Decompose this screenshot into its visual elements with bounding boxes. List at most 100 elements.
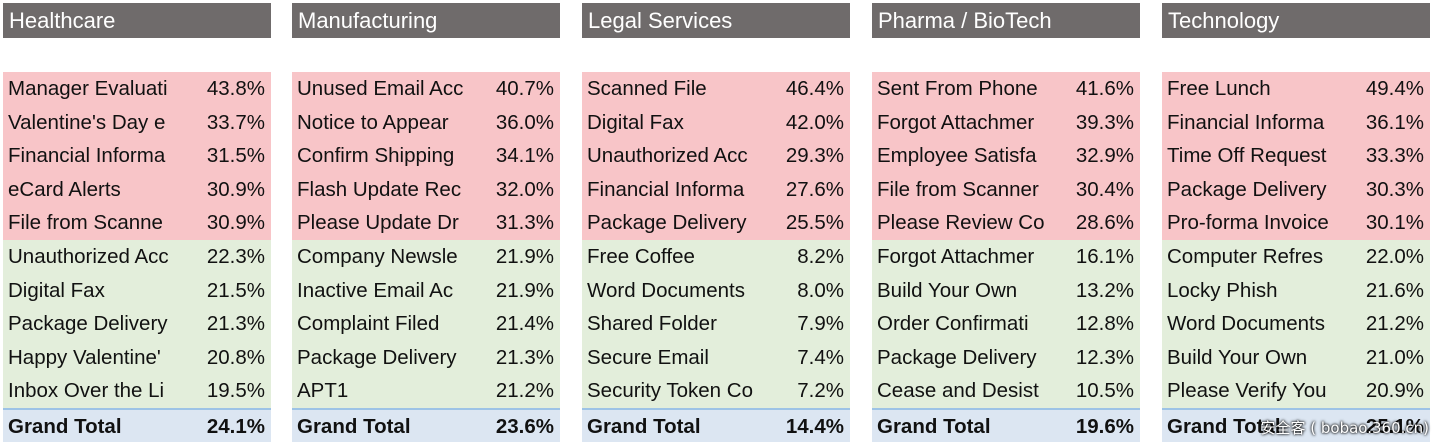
- row-value: 41.6%: [1075, 77, 1134, 100]
- table-row: Financial Informa 27.6%: [582, 172, 850, 207]
- table-row: Build Your Own 21.0%: [1162, 340, 1430, 375]
- table-row: Free Lunch 49.4%: [1162, 72, 1430, 106]
- row-label: Free Lunch: [1167, 77, 1271, 100]
- rows: Sent From Phone 41.6% Forgot Attachmer 39.3…: [872, 72, 1140, 442]
- column-header: Healthcare: [3, 3, 271, 38]
- row-value: 21.6%: [1365, 278, 1424, 302]
- table-row: Financial Informa 31.5%: [3, 139, 271, 173]
- row-value: 43.8%: [206, 77, 265, 100]
- table-row: Forgot Attachmer 39.3%: [872, 105, 1140, 140]
- total-value: 24.1%: [206, 414, 265, 438]
- row-value: 32.9%: [1075, 144, 1134, 168]
- row-label: File from Scanne: [8, 211, 163, 235]
- row-value: 21.2%: [1365, 312, 1424, 336]
- row-value: 16.1%: [1075, 244, 1134, 268]
- table-row: Please Review Co 28.6%: [872, 206, 1140, 240]
- row-value: 22.0%: [1365, 244, 1424, 268]
- row-label: Company Newsle: [297, 244, 458, 268]
- table-row: Unused Email Acc 40.7%: [292, 72, 560, 106]
- row-label: Order Confirmati: [877, 312, 1029, 336]
- row-value: 22.3%: [206, 244, 265, 268]
- table-row: Cease and Desist 10.5%: [872, 374, 1140, 408]
- row-label: Scanned File: [587, 77, 707, 100]
- table-row: Package Delivery 25.5%: [582, 206, 850, 240]
- table-row: Word Documents 21.2%: [1162, 307, 1430, 341]
- row-label: Manager Evaluati: [8, 77, 168, 100]
- row-label: Financial Informa: [8, 144, 166, 168]
- column-header: Manufacturing: [292, 3, 560, 38]
- row-label: eCard Alerts: [8, 177, 121, 201]
- row-label: Secure Email: [587, 345, 709, 369]
- row-value: 7.4%: [797, 345, 844, 369]
- row-value: 46.4%: [785, 77, 844, 100]
- total-label: Grand Total: [297, 414, 411, 438]
- column-header: Technology: [1162, 3, 1430, 38]
- row-value: 27.6%: [785, 177, 844, 201]
- row-value: 21.3%: [495, 345, 554, 369]
- column: Healthcare Manager Evaluati 43.8% Valentine…: [3, 3, 271, 442]
- row-value: 30.4%: [1075, 177, 1134, 201]
- table-row: Company Newsle 21.9%: [292, 239, 560, 274]
- row-value: 21.3%: [206, 312, 265, 336]
- watermark: 安全客 ( bobao.360.cn): [1260, 419, 1430, 437]
- row-value: 30.3%: [1365, 177, 1424, 201]
- row-value: 39.3%: [1075, 110, 1134, 134]
- row-value: 13.2%: [1075, 278, 1134, 302]
- row-value: 30.1%: [1365, 211, 1424, 235]
- table-row: Digital Fax 21.5%: [3, 273, 271, 308]
- total-value: 25.1%: [1365, 414, 1424, 438]
- row-value: 21.9%: [495, 278, 554, 302]
- table-row: Word Documents 8.0%: [582, 273, 850, 308]
- table-row: File from Scanner 30.4%: [872, 172, 1140, 207]
- table-row: Unauthorized Acc 29.3%: [582, 139, 850, 173]
- row-value: 12.3%: [1075, 345, 1134, 369]
- row-label: Locky Phish: [1167, 278, 1278, 302]
- total-label: Grand Total: [1167, 414, 1281, 438]
- row-label: Please Review Co: [877, 211, 1045, 235]
- total-value: 14.4%: [785, 414, 844, 438]
- row-label: Digital Fax: [8, 278, 105, 302]
- row-label: Notice to Appear: [297, 110, 449, 134]
- row-label: Employee Satisfa: [877, 144, 1037, 168]
- row-value: 20.8%: [206, 345, 265, 369]
- table-row: Manager Evaluati 43.8%: [3, 72, 271, 106]
- table-row: Complaint Filed 21.4%: [292, 307, 560, 341]
- table-row: Package Delivery 21.3%: [3, 307, 271, 341]
- row-value: 36.0%: [495, 110, 554, 134]
- row-value: 40.7%: [495, 77, 554, 100]
- row-value: 29.3%: [785, 144, 844, 168]
- row-label: Build Your Own: [877, 278, 1018, 302]
- total-label: Grand Total: [587, 414, 701, 438]
- table-row: Unauthorized Acc 22.3%: [3, 239, 271, 274]
- column-header: Pharma / BioTech: [872, 3, 1140, 38]
- row-label: Inactive Email Ac: [297, 278, 454, 302]
- table-row: Sent From Phone 41.6%: [872, 72, 1140, 106]
- table-row: Inbox Over the Li 19.5%: [3, 374, 271, 408]
- table-row: Order Confirmati 12.8%: [872, 307, 1140, 341]
- row-label: Time Off Request: [1167, 144, 1327, 168]
- row-label: Valentine's Day e: [8, 110, 166, 134]
- table-row: Computer Refres 22.0%: [1162, 239, 1430, 274]
- row-label: File from Scanner: [877, 177, 1039, 201]
- total-row: Grand Total 14.4%: [582, 407, 850, 442]
- column: Technology Free Lunch 49.4% Financial Infor…: [1162, 3, 1430, 442]
- row-value: 42.0%: [785, 110, 844, 134]
- row-label: Package Delivery: [1167, 177, 1327, 201]
- row-label: Happy Valentine': [8, 345, 161, 369]
- table-row: Build Your Own 13.2%: [872, 273, 1140, 308]
- row-value: 30.9%: [206, 177, 265, 201]
- row-label: Shared Folder: [587, 312, 717, 336]
- row-label: Unauthorized Acc: [587, 144, 748, 168]
- total-row: Grand Total 19.6%: [872, 407, 1140, 442]
- row-value: 21.0%: [1365, 345, 1424, 369]
- total-row: Grand Total 23.6%: [292, 407, 560, 442]
- table-row: Time Off Request 33.3%: [1162, 139, 1430, 173]
- row-value: 8.2%: [797, 244, 844, 268]
- row-label: Complaint Filed: [297, 312, 440, 336]
- row-label: APT1: [297, 379, 349, 403]
- row-label: Unused Email Acc: [297, 77, 464, 100]
- row-value: 7.2%: [797, 379, 844, 403]
- table-row: Security Token Co 7.2%: [582, 374, 850, 408]
- row-value: 36.1%: [1365, 110, 1424, 134]
